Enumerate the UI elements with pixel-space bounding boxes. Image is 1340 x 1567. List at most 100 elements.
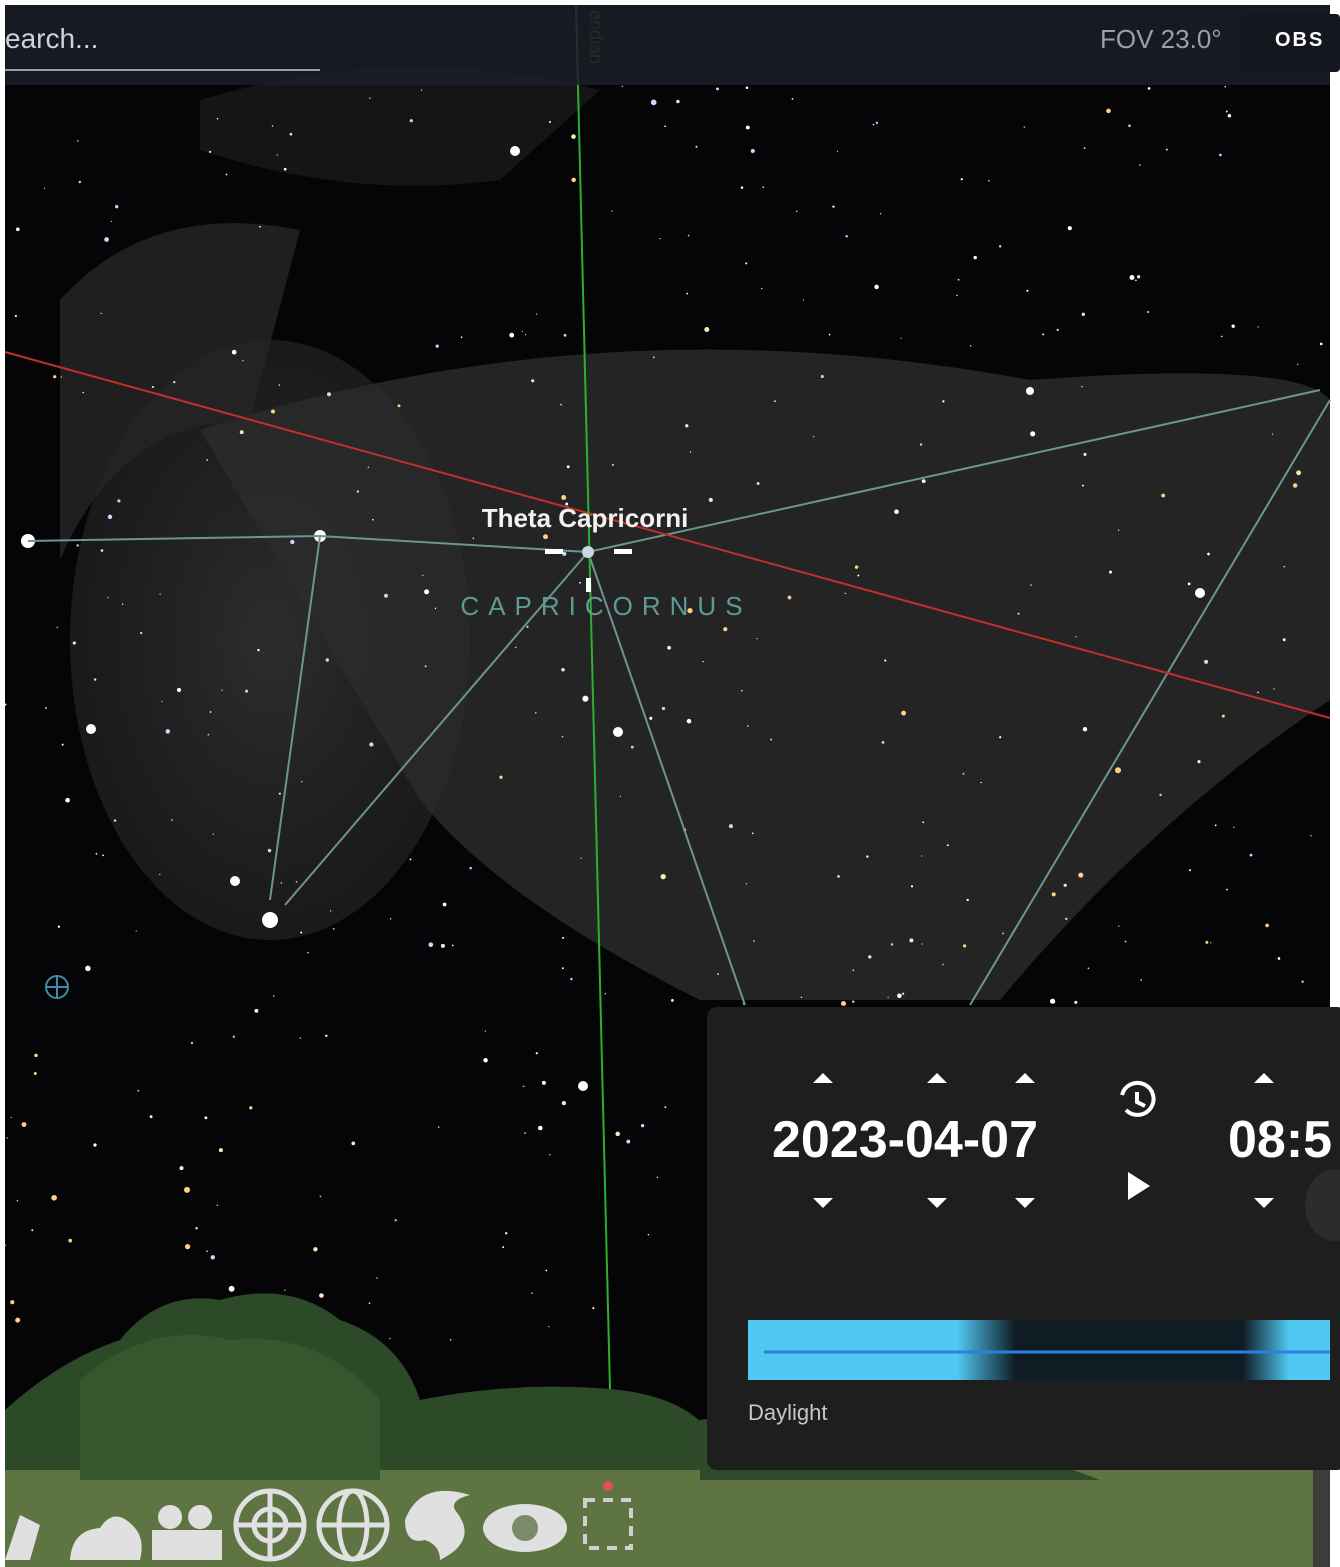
star	[770, 739, 772, 741]
star	[549, 1154, 550, 1155]
star	[240, 430, 244, 434]
star	[1257, 326, 1258, 327]
star	[746, 126, 750, 130]
bright-star	[262, 912, 278, 928]
star	[747, 725, 749, 727]
star	[648, 1234, 649, 1235]
observe-button[interactable]: OBS	[1275, 29, 1324, 51]
star	[140, 632, 142, 634]
star	[44, 188, 45, 189]
star	[522, 331, 523, 332]
star	[177, 688, 181, 692]
star	[1017, 613, 1019, 615]
star	[832, 205, 834, 207]
star	[1159, 794, 1161, 796]
star	[1301, 981, 1303, 983]
star	[695, 146, 697, 148]
star	[562, 937, 564, 939]
star	[756, 638, 757, 639]
star	[279, 793, 281, 795]
star	[85, 966, 91, 972]
star	[327, 392, 331, 396]
star	[272, 125, 274, 127]
star	[1204, 660, 1208, 664]
star	[180, 1166, 184, 1170]
star	[659, 238, 660, 239]
star	[1125, 941, 1127, 943]
star	[249, 1106, 252, 1109]
star	[888, 997, 889, 998]
star	[582, 696, 588, 702]
star	[207, 734, 209, 736]
star	[330, 910, 331, 911]
star	[1284, 566, 1286, 568]
star	[422, 575, 423, 576]
star	[226, 174, 228, 176]
star	[210, 711, 212, 713]
star	[579, 582, 581, 584]
star	[580, 858, 581, 859]
star	[1250, 854, 1253, 857]
star	[82, 392, 84, 394]
star	[1064, 884, 1067, 887]
star	[717, 973, 719, 975]
star	[901, 711, 906, 716]
star	[58, 926, 60, 928]
star	[515, 647, 516, 648]
star	[963, 944, 966, 947]
star	[505, 1232, 507, 1234]
star	[101, 313, 102, 314]
star	[1088, 967, 1090, 969]
star	[268, 849, 271, 852]
star	[974, 256, 977, 259]
star	[920, 443, 922, 445]
star	[911, 885, 913, 887]
star	[137, 1090, 139, 1092]
star	[723, 627, 727, 631]
star	[257, 649, 259, 651]
star	[841, 1001, 846, 1006]
star	[942, 964, 943, 965]
selected-object-label: Theta Capricorni	[482, 503, 689, 533]
star	[561, 495, 566, 500]
star	[921, 943, 922, 944]
star	[542, 1081, 546, 1085]
star	[185, 1244, 190, 1249]
star	[61, 376, 62, 377]
star	[704, 327, 709, 332]
star	[761, 288, 762, 289]
search-input[interactable]: earch...	[5, 23, 98, 54]
star	[1052, 892, 1056, 896]
star	[653, 357, 655, 359]
star	[472, 537, 474, 539]
star	[664, 125, 666, 127]
star	[649, 717, 652, 720]
star	[538, 1126, 543, 1131]
star	[667, 646, 671, 650]
daylight-slider[interactable]	[748, 1320, 1330, 1380]
star	[117, 499, 120, 502]
star	[686, 293, 688, 295]
star	[31, 1229, 33, 1231]
star	[424, 589, 429, 594]
star	[101, 549, 104, 552]
star	[837, 151, 838, 152]
star	[307, 952, 309, 954]
star	[368, 467, 369, 468]
star	[271, 409, 275, 413]
star	[662, 707, 665, 710]
star	[34, 1072, 37, 1075]
star	[523, 1085, 525, 1087]
star	[966, 899, 968, 901]
target-icon[interactable]	[46, 976, 68, 998]
star	[561, 668, 565, 672]
bright-star	[86, 724, 96, 734]
star	[4, 703, 6, 705]
star	[369, 1302, 371, 1304]
star	[988, 180, 990, 182]
star	[79, 181, 81, 183]
bright-star	[1026, 387, 1034, 395]
sky-view[interactable]: eridian earch... FOV 23.0° OBS Theta Cap…	[0, 0, 1340, 1567]
star	[279, 384, 281, 386]
star	[104, 237, 109, 242]
